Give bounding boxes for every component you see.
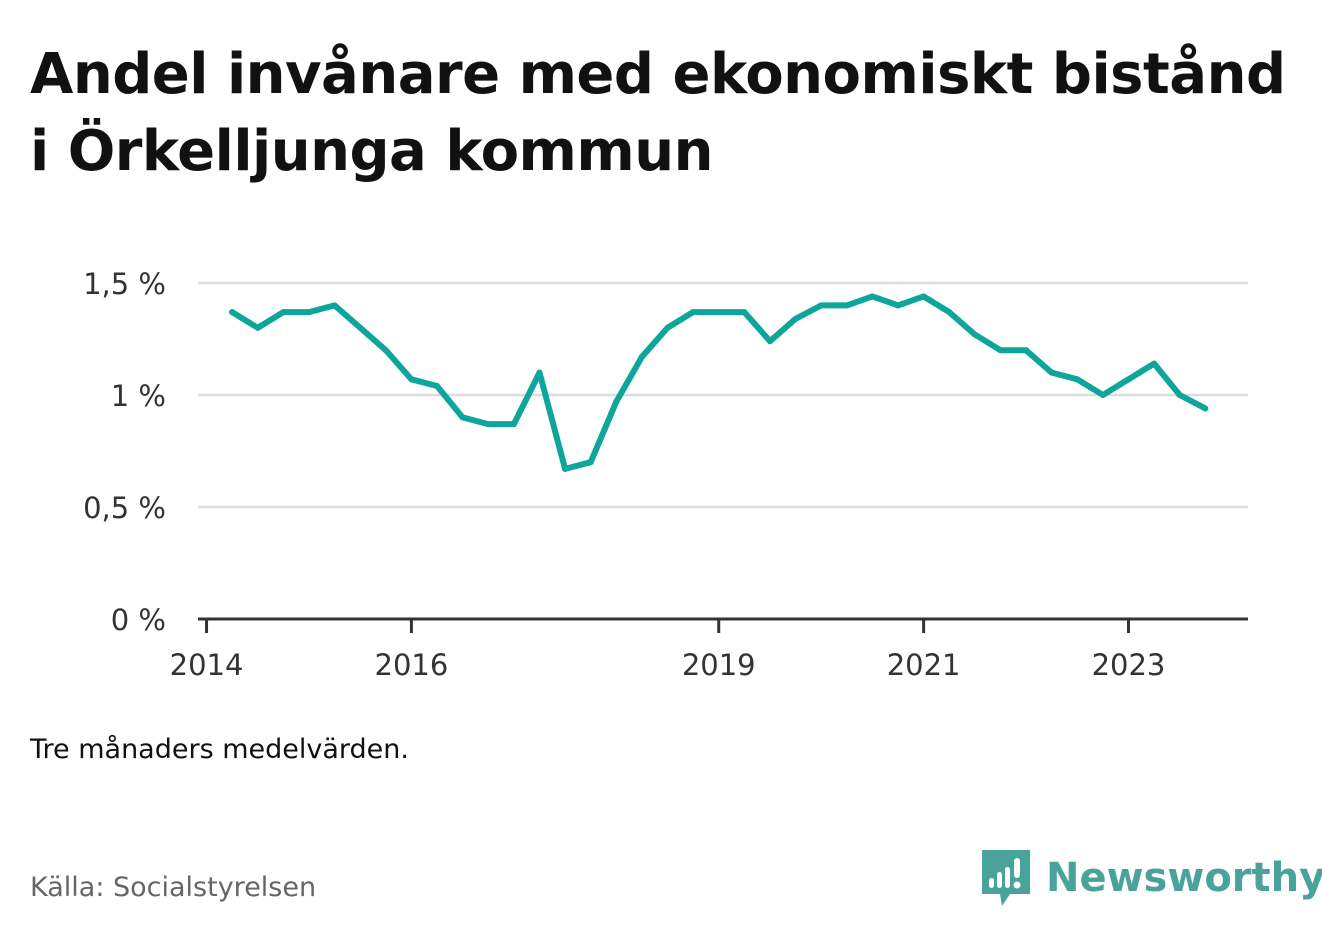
data-point: [229, 309, 236, 316]
data-point: [946, 309, 953, 316]
data-point: [920, 293, 927, 300]
y-axis-tick-labels: 0 % 0,5 % 1 % 1,5 %: [83, 267, 166, 637]
data-point: [664, 324, 671, 331]
data-point: [638, 353, 645, 360]
chart-title: Andel invånare med ekonomiskt bistånd i …: [30, 42, 1286, 184]
data-point: [459, 414, 466, 421]
data-point: [1099, 392, 1106, 398]
data-point: [1151, 360, 1158, 367]
data-point: [895, 302, 901, 309]
data-point: [690, 309, 697, 316]
y-gridlines: [198, 281, 1248, 509]
brand-name: Newsworthy: [1046, 855, 1322, 901]
data-point: [766, 338, 773, 345]
x-tick-label: 2014: [170, 648, 244, 682]
data-point: [843, 302, 850, 309]
y-tick-label: 0,5 %: [83, 491, 166, 525]
x-tick-label: 2016: [375, 648, 449, 682]
data-point: [357, 324, 364, 331]
y-tick-label: 0 %: [111, 603, 166, 637]
data-point: [562, 465, 569, 472]
data-point: [434, 383, 441, 390]
data-point: [280, 309, 287, 316]
newsworthy-logo-icon: [982, 850, 1030, 906]
data-point: [1176, 392, 1183, 398]
data-point: [408, 376, 415, 383]
data-point: [997, 347, 1004, 354]
data-point: [715, 309, 722, 316]
data-point: [869, 293, 876, 300]
data-point: [382, 347, 389, 354]
data-point: [536, 369, 543, 376]
series-layer: [229, 293, 1209, 472]
data-point: [1202, 405, 1209, 412]
data-point: [254, 324, 261, 331]
data-point: [1074, 376, 1081, 383]
data-point: [818, 302, 825, 309]
source-credit: Källa: Socialstyrelsen: [30, 872, 317, 903]
data-point: [971, 331, 978, 338]
x-tick-label: 2023: [1092, 648, 1166, 682]
data-point: [485, 421, 492, 428]
data-point: [1023, 347, 1030, 354]
data-point: [305, 309, 312, 316]
y-tick-label: 1,5 %: [83, 267, 166, 301]
data-point: [741, 309, 748, 316]
data-point: [331, 302, 338, 309]
data-point: [613, 398, 620, 405]
data-point: [587, 459, 594, 466]
x-tick-label: 2019: [682, 648, 756, 682]
data-point: [1125, 376, 1132, 383]
series-line: [229, 293, 1209, 472]
x-tick-label: 2021: [887, 648, 961, 682]
chart-note: Tre månaders medelvärden.: [30, 734, 409, 765]
data-point: [1048, 369, 1055, 376]
data-point: [510, 421, 517, 428]
x-axis-ticks: 2014 2016 2019 2021 2023: [170, 619, 1166, 682]
brand-logo[interactable]: Newsworthy: [980, 848, 1322, 908]
y-tick-label: 1 %: [111, 379, 166, 413]
data-point: [792, 315, 799, 322]
